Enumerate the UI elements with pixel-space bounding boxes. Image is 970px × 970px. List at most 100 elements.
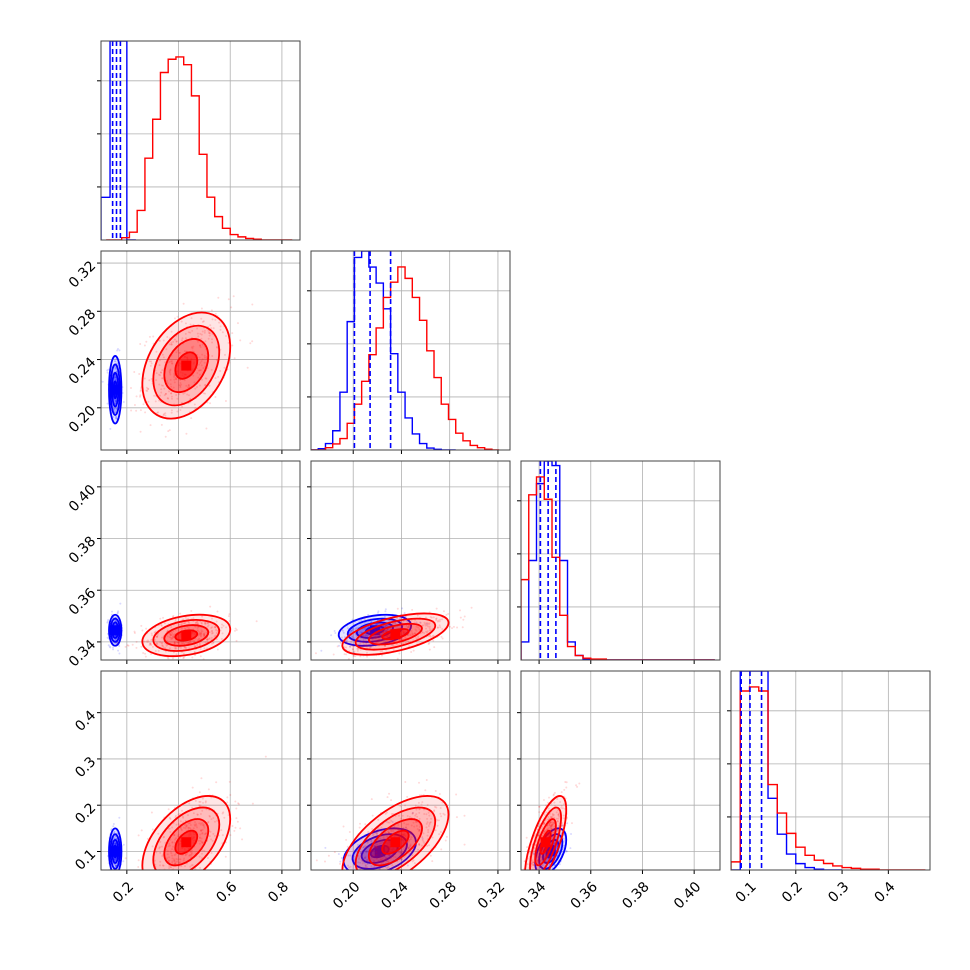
scatter-red-3-0-121 bbox=[158, 877, 160, 879]
scatter-red-2-0-26 bbox=[206, 625, 209, 628]
scatter-red-3-1-17 bbox=[407, 847, 410, 850]
scatter-red-3-0-10 bbox=[195, 880, 197, 882]
contour-red-3-0-1 bbox=[152, 806, 221, 870]
scatter-red-1-0-380 bbox=[183, 391, 186, 394]
scatter-red-1-0-28 bbox=[187, 384, 190, 387]
scatter-red-3-0-405 bbox=[162, 864, 165, 867]
scatter-red-2-1-71 bbox=[441, 618, 444, 621]
scatter-blue-3-2-170 bbox=[530, 862, 533, 865]
scatter-red-3-2-231 bbox=[548, 796, 551, 799]
scatter-blue-2-0-9 bbox=[118, 652, 121, 655]
scatter-red-3-2-29 bbox=[576, 785, 579, 788]
scatter-red-2-1-323 bbox=[357, 639, 360, 642]
scatter-red-3-0-101 bbox=[185, 852, 188, 855]
scatter-red-1-0-352 bbox=[158, 364, 161, 367]
scatter-blue-3-1-3 bbox=[362, 846, 365, 849]
scatter-red-3-0-396 bbox=[239, 827, 242, 830]
scatter-red-1-0-147 bbox=[246, 366, 249, 369]
panel-frame-2-1 bbox=[310, 460, 511, 661]
scatter-red-3-0-334 bbox=[175, 837, 178, 840]
y-tick-label-2-0: 0.34 bbox=[66, 637, 99, 670]
scatter-red-2-0-281 bbox=[228, 613, 231, 616]
scatter-red-2-1-344 bbox=[386, 629, 389, 632]
scatter-red-3-1-234 bbox=[423, 813, 426, 816]
scatter-blue-2-1-180 bbox=[404, 615, 407, 618]
scatter-red-3-1-114 bbox=[390, 813, 393, 816]
scatter-red-2-1-98 bbox=[448, 625, 451, 628]
scatter-blue-1-0-91 bbox=[115, 378, 118, 381]
scatter-red-2-1-100 bbox=[425, 627, 428, 630]
scatter-red-2-0-106 bbox=[206, 622, 209, 625]
scatter-red-2-0-15 bbox=[180, 623, 183, 626]
scatter-red-2-0-128 bbox=[156, 635, 159, 638]
scatter-red-3-1-195 bbox=[416, 815, 419, 818]
scatter-blue-3-2-162 bbox=[565, 850, 568, 853]
scatter-red-3-1-262 bbox=[365, 877, 367, 879]
scatter-red-2-1-131 bbox=[385, 640, 388, 643]
scatter-red-3-0-253 bbox=[199, 875, 201, 877]
scatter-blue-3-0-93 bbox=[112, 870, 114, 872]
scatter-red-2-1-77 bbox=[377, 638, 380, 641]
scatter-red-1-0-157 bbox=[215, 359, 218, 362]
scatter-red-3-0-147 bbox=[200, 829, 203, 832]
scatter-red-2-0-293 bbox=[210, 629, 213, 632]
scatter-red-2-1-285 bbox=[401, 642, 404, 645]
scatter-red-3-0-170 bbox=[168, 881, 170, 883]
scatter-red-3-0-260 bbox=[198, 822, 201, 825]
scatter-red-2-0-415 bbox=[186, 642, 189, 645]
scatter-blue-3-1-88 bbox=[376, 872, 378, 874]
scatter-red-3-1-274 bbox=[378, 828, 381, 831]
scatter-red-3-1-251 bbox=[381, 858, 384, 861]
scatter-red-1-0-255 bbox=[194, 387, 197, 390]
scatter-red-2-0-296 bbox=[146, 641, 149, 644]
scatter-red-3-1-93 bbox=[411, 854, 414, 857]
scatter-red-3-2-357 bbox=[513, 887, 515, 889]
scatter-red-1-0-98 bbox=[203, 356, 206, 359]
scatter-red-2-0-28 bbox=[198, 643, 201, 646]
scatter-red-2-0-344 bbox=[174, 647, 177, 650]
scatter-red-1-0-128 bbox=[147, 387, 150, 390]
scatter-red-1-0-30 bbox=[198, 384, 201, 387]
panel-2-2 bbox=[517, 460, 721, 664]
scatter-blue-3-0-130 bbox=[118, 880, 120, 882]
scatter-red-2-1-352 bbox=[352, 645, 355, 648]
scatter-blue-2-0-44 bbox=[116, 612, 119, 615]
scatter-red-3-0-43 bbox=[196, 813, 199, 816]
scatter-red-2-0-248 bbox=[203, 633, 206, 636]
scatter-red-3-1-115 bbox=[342, 825, 345, 828]
scatter-red-2-1-31 bbox=[378, 634, 381, 637]
scatter-red-3-2-0 bbox=[529, 877, 531, 879]
scatter-red-2-0-240 bbox=[172, 614, 175, 617]
scatter-blue-3-1-162 bbox=[376, 844, 379, 847]
scatter-red-3-2-137 bbox=[545, 862, 548, 865]
scatter-red-2-1-212 bbox=[398, 639, 401, 642]
scatter-red-1-0-34 bbox=[160, 388, 163, 391]
scatter-blue-2-1-128 bbox=[384, 625, 387, 628]
scatter-red-3-0-247 bbox=[173, 841, 176, 844]
scatter-red-2-0-227 bbox=[135, 640, 138, 643]
scatter-red-1-0-49 bbox=[211, 338, 214, 341]
scatter-red-2-0-233 bbox=[141, 664, 143, 666]
scatter-red-3-2-187 bbox=[532, 861, 535, 864]
y-tick-label-2-1: 0.36 bbox=[66, 585, 99, 618]
scatter-red-3-1-254 bbox=[399, 854, 402, 857]
scatter-blue-3-2-253 bbox=[561, 824, 564, 827]
scatter-red-1-0-279 bbox=[177, 349, 180, 352]
scatter-red-2-0-417 bbox=[200, 629, 203, 632]
scatter-red-3-2-25 bbox=[549, 828, 552, 831]
scatter-red-3-0-64 bbox=[151, 828, 154, 831]
scatter-red-3-2-277 bbox=[564, 780, 567, 783]
scatter-blue-2-1-257 bbox=[363, 627, 366, 630]
scatter-red-3-1-217 bbox=[388, 792, 391, 795]
scatter-red-3-0-245 bbox=[171, 857, 174, 860]
scatter-red-1-0-135 bbox=[198, 369, 201, 372]
scatter-red-3-1-383 bbox=[421, 839, 424, 842]
scatter-blue-3-2-97 bbox=[533, 872, 535, 874]
scatter-red-2-1-7 bbox=[392, 622, 395, 625]
scatter-red-2-0-386 bbox=[184, 616, 187, 619]
scatter-red-3-2-153 bbox=[563, 803, 566, 806]
scatter-red-3-1-376 bbox=[379, 859, 382, 862]
scatter-blue-1-0-239 bbox=[114, 360, 117, 363]
scatter-red-1-0-337 bbox=[163, 387, 166, 390]
scatter-red-3-1-23 bbox=[434, 789, 437, 792]
